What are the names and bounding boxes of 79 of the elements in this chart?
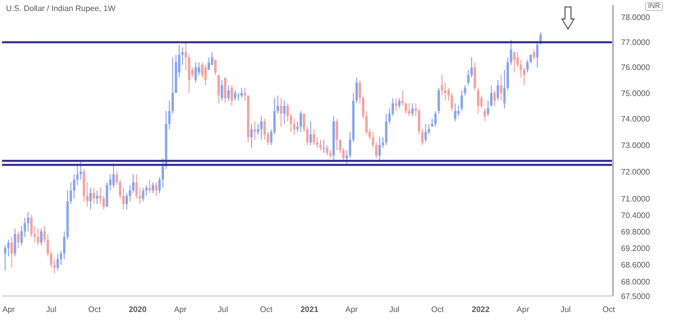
- candlestick: [408, 102, 410, 117]
- candlestick: [484, 108, 486, 122]
- candlestick: [536, 42, 539, 68]
- candlestick: [513, 52, 516, 73]
- candlestick: [260, 116, 263, 140]
- candlestick: [109, 174, 112, 191]
- candlestick: [312, 128, 316, 146]
- x-tick-label: Oct: [88, 305, 102, 314]
- y-tick-label: 78.0000: [621, 13, 650, 22]
- x-tick-label: Oct: [260, 305, 274, 314]
- candlestick: [220, 80, 224, 102]
- candlestick: [230, 84, 234, 106]
- candlestick: [532, 49, 536, 60]
- y-tick-label: 68.0000: [621, 278, 650, 287]
- candlestick: [500, 74, 502, 102]
- candlestick: [424, 124, 427, 143]
- y-tick-label: 68.6000: [621, 260, 650, 270]
- candlestick: [148, 179, 151, 194]
- y-tick-label: 73.0000: [621, 140, 650, 150]
- candlestick: [96, 190, 98, 204]
- candlestick: [322, 139, 325, 154]
- candlestick: [40, 228, 42, 246]
- candlestick: [450, 92, 454, 112]
- candlestick: [217, 74, 220, 104]
- candlestick: [496, 80, 500, 102]
- x-tick-label: Jul: [46, 305, 57, 314]
- y-tick-label: 69.8000: [621, 227, 650, 236]
- candlestick: [56, 253, 59, 271]
- candlestick: [309, 120, 312, 146]
- candlestick: [240, 87, 243, 99]
- candlestick: [92, 187, 96, 204]
- candlestick: [398, 98, 401, 109]
- y-tick-label: 77.0000: [621, 38, 650, 48]
- x-tick-label: Jul: [389, 305, 400, 314]
- x-tick-label: Oct: [602, 305, 616, 314]
- x-tick-label: Jul: [218, 305, 228, 314]
- candlestick: [194, 62, 197, 84]
- chart-title: U.S. Dollar / Indian Rupee, 1W: [6, 4, 116, 13]
- candlestick: [539, 32, 542, 46]
- y-tick-label: 75.0000: [621, 88, 650, 98]
- candlestick: [224, 77, 226, 104]
- candlestick: [254, 120, 256, 140]
- x-tick-label: Apr: [345, 305, 358, 314]
- candlestick: [438, 87, 440, 114]
- candlestick: [378, 136, 381, 162]
- y-tick-label: 76.0000: [621, 63, 650, 72]
- candlestick: [234, 90, 236, 102]
- candlestick: [474, 62, 476, 91]
- x-tick-label: Apr: [516, 305, 530, 314]
- y-tick-label: 70.4000: [621, 210, 650, 220]
- x-tick-label: 2022: [472, 305, 490, 314]
- x-tick-label: Apr: [2, 305, 16, 314]
- x-tick-label: 2021: [300, 305, 319, 314]
- candlestick: [280, 98, 282, 128]
- x-tick-label: Jul: [560, 305, 571, 314]
- candlestick: [394, 98, 398, 112]
- y-tick-label: 69.2000: [621, 244, 650, 253]
- x-tick-label: Apr: [174, 305, 187, 314]
- candlestick: [326, 144, 328, 156]
- candlestick: [142, 187, 144, 202]
- candlestick: [336, 118, 338, 151]
- candlestick: [283, 100, 286, 125]
- y-tick-label: 72.0000: [621, 167, 650, 176]
- candlestick: [208, 56, 210, 70]
- candlestick: [300, 110, 302, 132]
- candlestick: [493, 90, 496, 106]
- candlestick: [454, 102, 456, 122]
- x-tick-label: 2020: [128, 305, 148, 314]
- candlestick: [89, 187, 92, 210]
- y-tick-label: 74.0000: [621, 114, 650, 124]
- x-tick-label: Oct: [431, 305, 444, 314]
- candlestick: [214, 59, 217, 76]
- candlestick: [10, 236, 13, 268]
- candlestick: [476, 87, 480, 114]
- y-tick-label: 67.5000: [621, 292, 650, 301]
- candlestick: [440, 74, 444, 96]
- y-tick-label: 71.0000: [621, 194, 650, 204]
- candlestick: [17, 230, 20, 249]
- candlestick: [155, 182, 158, 196]
